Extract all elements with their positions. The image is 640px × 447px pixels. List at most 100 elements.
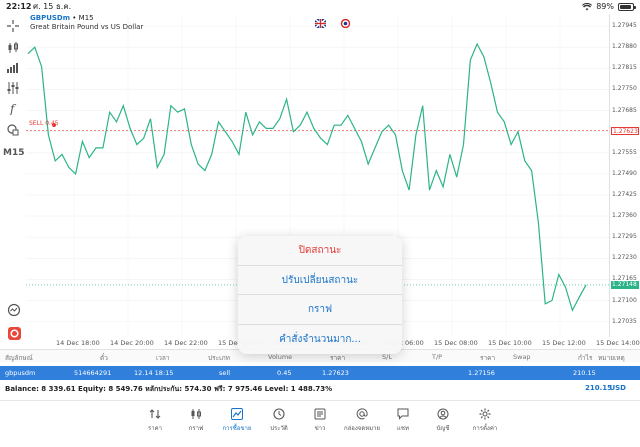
price-tick-label: 1.27815 [612, 64, 637, 72]
function-tool[interactable]: f [4, 100, 22, 116]
col-volume: Volume [268, 353, 293, 361]
market-watch-side-button[interactable] [6, 302, 22, 318]
col-swap: Swap [513, 353, 531, 361]
battery-percent: 89% [596, 2, 614, 11]
col-profit: กำไร [578, 354, 593, 362]
modify-position-menu-item[interactable]: ปรับเปลี่ยนสถานะ [238, 266, 402, 295]
price-tick-label: 1.27425 [612, 190, 637, 198]
nav-mailbox[interactable]: กล่องจดหมาย [340, 408, 384, 433]
settings-sliders-tool[interactable] [4, 80, 22, 96]
row-time: 12.14 18:15 [134, 369, 174, 377]
chart-toolbar: f M15 [0, 14, 26, 344]
bid-price-tag: 1.27148 [611, 280, 639, 289]
time-tick-label: 15 Dec 14:00 [596, 339, 640, 347]
row-profit: 210.15 [573, 369, 596, 377]
bar-chart-icon [7, 63, 18, 73]
nav-account[interactable]: บัญชี [421, 408, 465, 433]
account-icon [437, 408, 449, 420]
balance-line: Balance: 8 339.61 Equity: 8 549.76 หลักป… [5, 385, 333, 393]
row-current-price: 1.27156 [468, 369, 495, 377]
price-tick-label: 1.27750 [612, 85, 637, 93]
nav-news[interactable]: ข่าว [298, 408, 342, 433]
status-right: 89% [582, 0, 636, 13]
nav-chart[interactable]: กราฟ [174, 408, 218, 433]
nav-history-label: ประวัติ [270, 425, 288, 432]
price-tick-label: 1.27880 [612, 43, 637, 51]
trade-row[interactable]: gbpusdm 514664291 12.14 18:15 sell 0.45 … [0, 366, 640, 380]
price-tick-label: 1.27100 [612, 296, 637, 304]
price-series-line [27, 42, 587, 312]
symbol-timeframe: M15 [78, 14, 94, 22]
chart-symbol-title: GBPUSDm • M15 [30, 14, 94, 22]
objects-tool[interactable] [4, 122, 22, 138]
nav-trade-label: การซื้อขาย [222, 425, 252, 432]
total-profit: 210.15 [584, 384, 612, 392]
price-tick-label: 1.27295 [612, 233, 637, 241]
col-open-price: ราคา [330, 354, 346, 362]
status-time: 22:12 [6, 2, 32, 11]
battery-fill [620, 4, 631, 9]
nav-quotes[interactable]: ราคา [133, 408, 177, 433]
chat-icon [397, 408, 409, 420]
col-sl: S/L [382, 353, 392, 361]
nav-trade[interactable]: การซื้อขาย [215, 408, 259, 433]
price-tick-label: 1.27165 [612, 275, 637, 283]
shapes-icon [7, 124, 19, 136]
crosshair-icon [7, 20, 19, 32]
price-tick-label: 1.27685 [612, 106, 637, 114]
price-tick-label: 1.27945 [612, 22, 637, 30]
nav-chat[interactable]: แชท [381, 408, 425, 433]
time-tick-label: 14 Dec 22:00 [164, 339, 208, 347]
col-current-price: ราคา [480, 354, 496, 362]
broker-logo-icon [7, 326, 21, 340]
chart-grid [26, 14, 610, 337]
sell-price-tag: 1.27623 [611, 126, 639, 135]
price-tick-label: 1.27360 [612, 212, 637, 220]
settings-icon [479, 408, 491, 420]
candles-icon [8, 42, 18, 53]
profit-currency: USD [609, 384, 626, 392]
news-icon [314, 408, 326, 420]
indicators-tool[interactable] [4, 60, 22, 76]
sell-position-label: SELL 0.45 [29, 120, 59, 127]
nav-quotes-label: ราคา [148, 425, 162, 432]
price-chart[interactable] [26, 14, 610, 337]
nav-chart-label: กราฟ [188, 425, 204, 432]
broker-logo-button[interactable] [6, 325, 22, 341]
timeframe-label[interactable]: M15 [3, 148, 25, 158]
battery-icon [618, 2, 636, 11]
price-tick-label: 1.27035 [612, 317, 637, 325]
symbol-name: GBPUSDm [30, 14, 71, 22]
gb-flag-icon [315, 19, 326, 28]
bottom-nav: ราคา กราฟ การซื้อขาย ประวัติ ข่าว กล่องจ… [0, 400, 640, 447]
status-date: ศ. 15 ธ.ค. [33, 2, 72, 11]
wifi-icon [582, 2, 593, 10]
crosshair-tool[interactable] [4, 18, 22, 34]
time-tick-label: 14 Dec 20:00 [110, 339, 154, 347]
nav-mailbox-label: กล่องจดหมาย [343, 425, 381, 432]
sell-entry-dot [52, 123, 56, 127]
symbol-description: Great Britain Pound vs US Dollar [30, 23, 144, 31]
time-tick-label: 15 Dec 10:00 [488, 339, 532, 347]
nav-settings[interactable]: การตั้งค่า [463, 408, 507, 433]
chart-menu-item[interactable]: กราฟ [238, 295, 402, 325]
nav-account-label: บัญชี [436, 425, 450, 432]
nav-history[interactable]: ประวัติ [257, 408, 301, 433]
mailbox-icon [356, 408, 368, 420]
bulk-operations-menu-item[interactable]: คำสั่งจำนวนมาก... [279, 333, 361, 345]
close-position-menu-item[interactable]: ปิดสถานะ [238, 236, 402, 266]
price-tick-label: 1.27230 [612, 254, 637, 262]
time-tick-label: 14 Dec 18:00 [56, 339, 100, 347]
nav-news-label: ข่าว [314, 425, 326, 432]
time-tick-label: 15 Dec 08:00 [434, 339, 478, 347]
svg-text:f: f [9, 102, 17, 115]
one-click-trading-icon[interactable] [340, 19, 351, 28]
chart-type-tool[interactable] [4, 40, 22, 56]
col-type: ประเภท [208, 354, 230, 362]
sliders-icon [7, 82, 19, 94]
col-time: เวลา [156, 354, 170, 362]
history-icon [273, 408, 285, 420]
chart-search-icon [7, 303, 21, 317]
function-icon: f [9, 102, 17, 115]
row-open-price: 1.27623 [322, 369, 349, 377]
